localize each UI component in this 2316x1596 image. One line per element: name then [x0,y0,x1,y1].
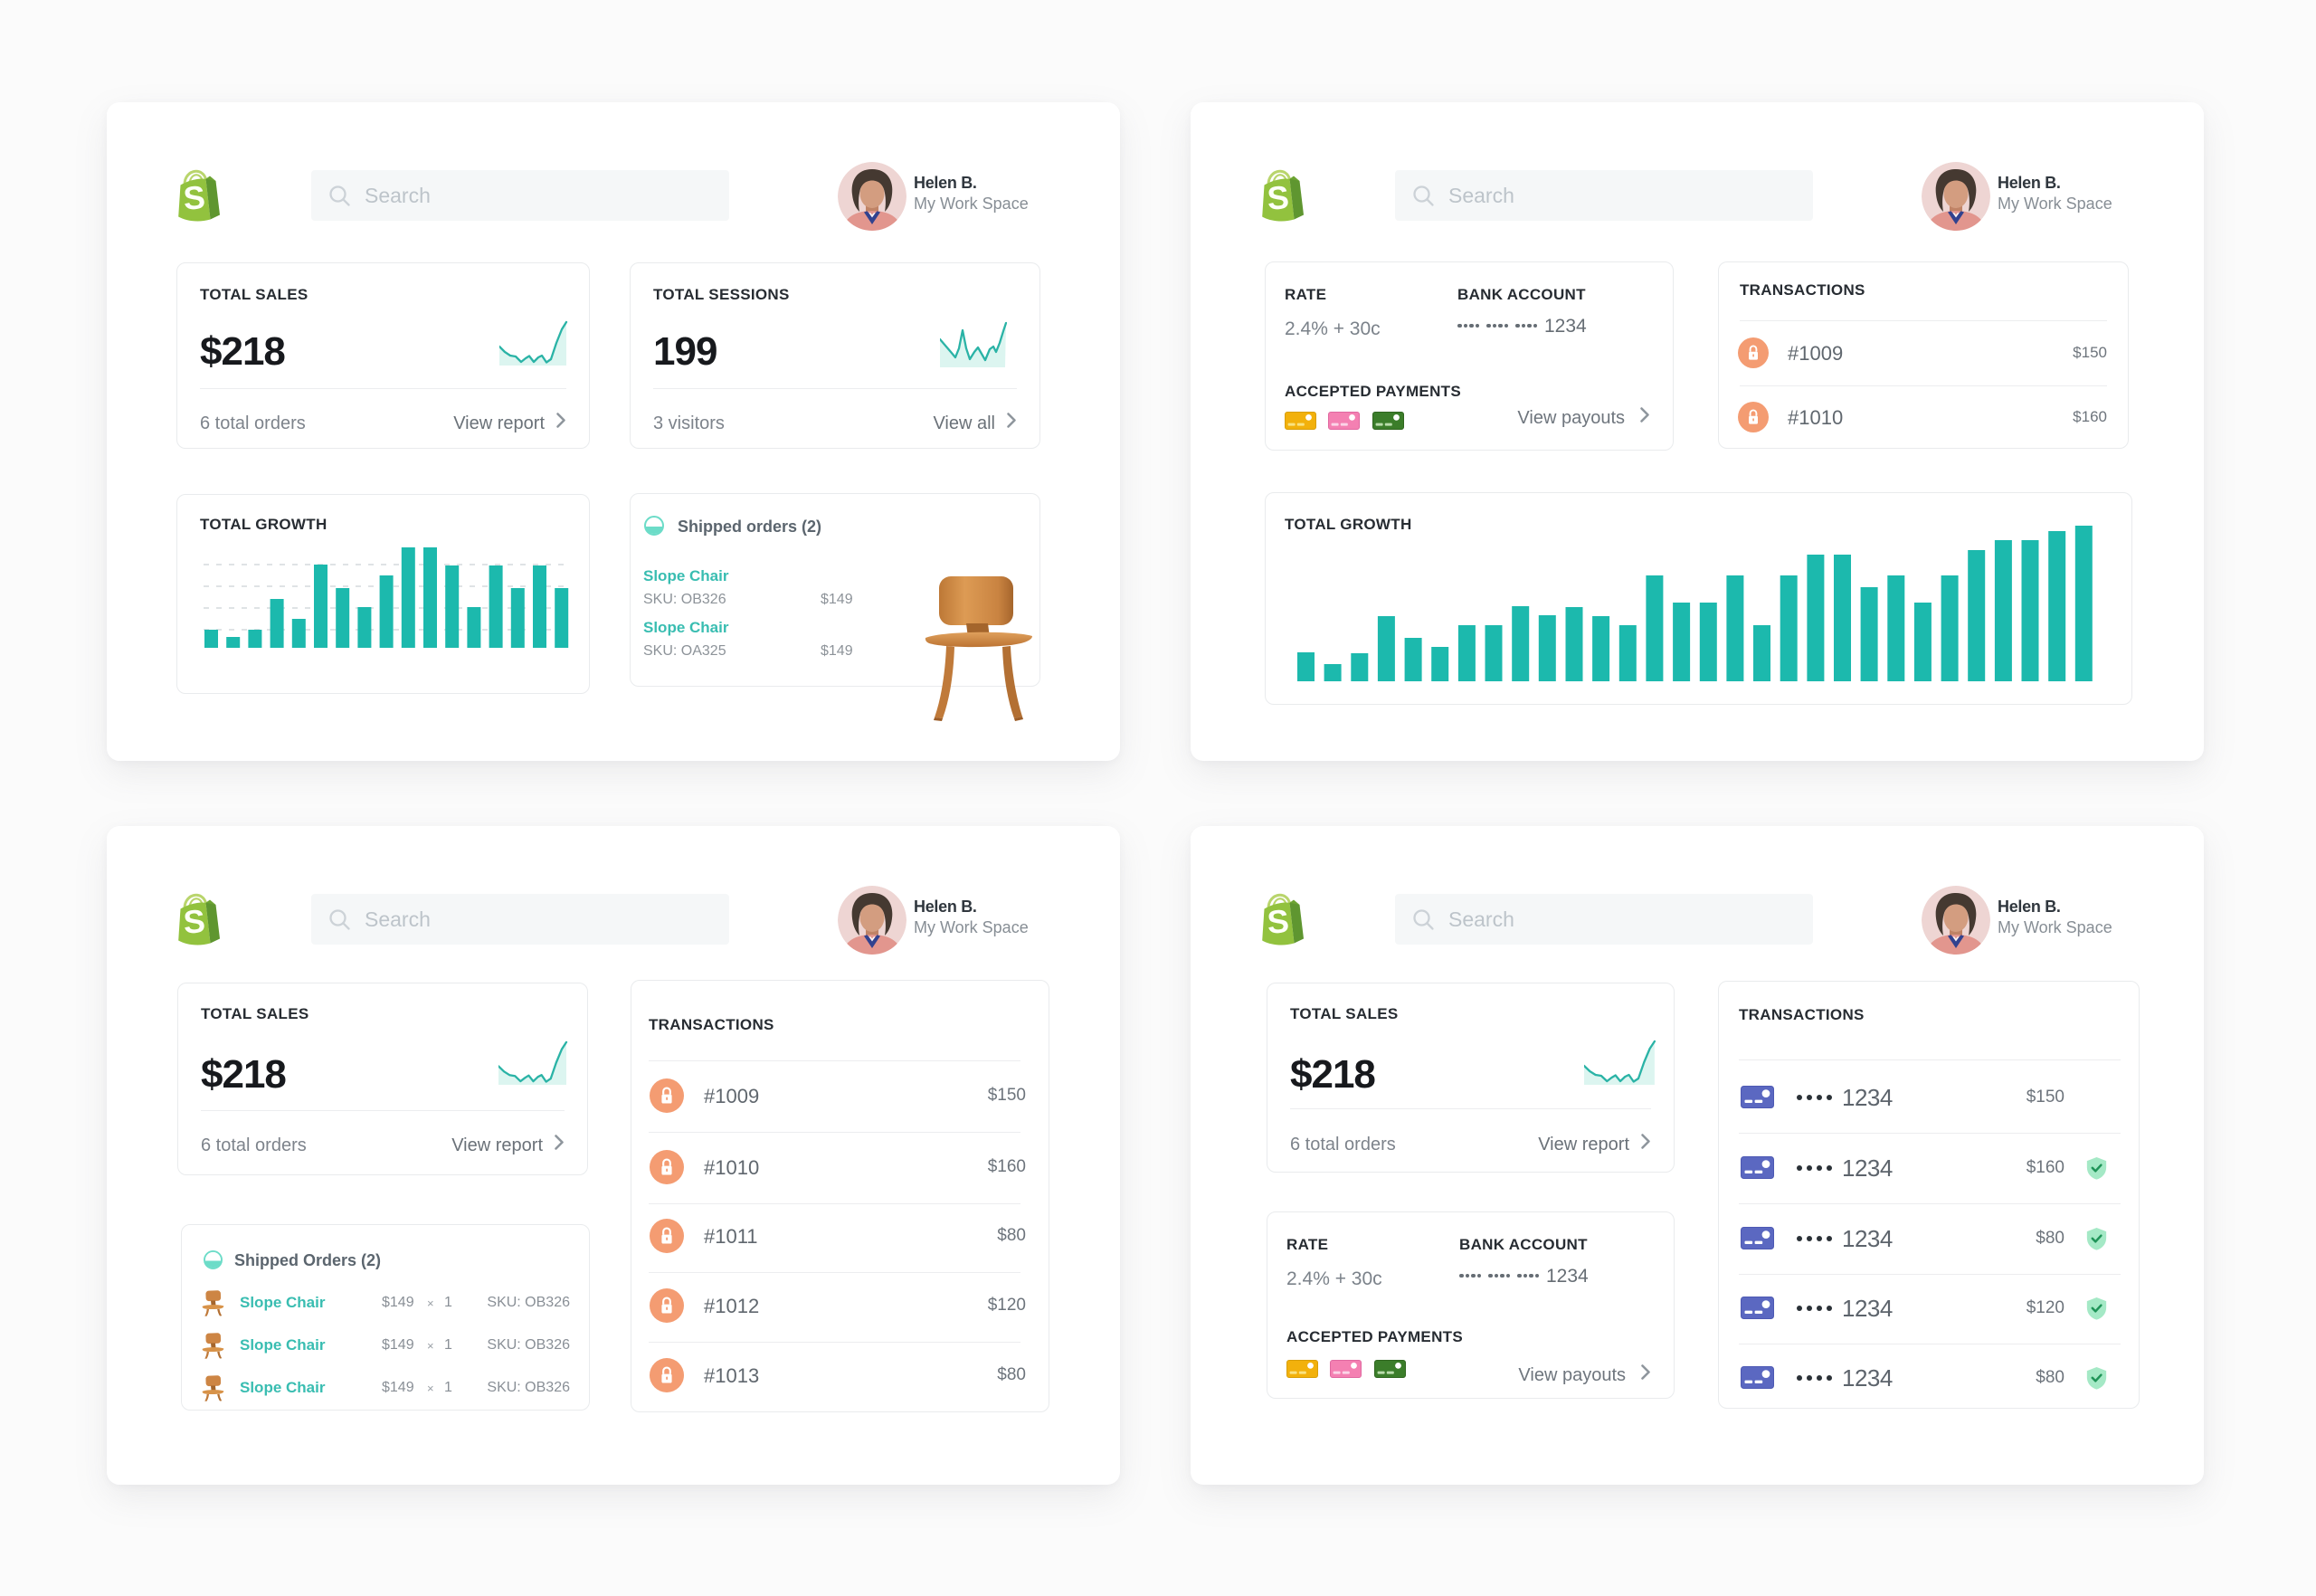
svg-text:S: S [1266,902,1290,941]
svg-text:S: S [182,902,206,941]
svg-text:S: S [182,178,206,217]
svg-text:S: S [1266,178,1290,217]
